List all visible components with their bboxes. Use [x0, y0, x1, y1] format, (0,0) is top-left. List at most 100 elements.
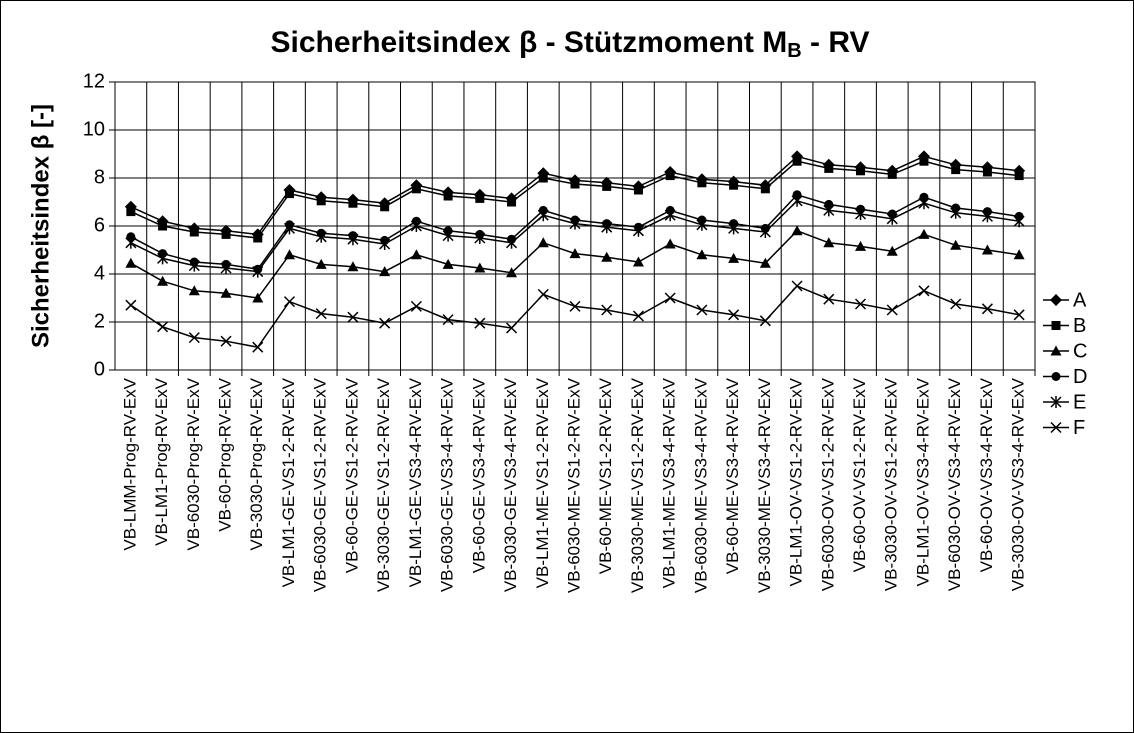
marker	[252, 341, 264, 353]
legend-label: C	[1073, 340, 1087, 362]
marker	[696, 249, 708, 260]
marker	[918, 285, 930, 297]
marker	[506, 267, 518, 278]
marker	[283, 249, 295, 260]
marker	[981, 244, 993, 255]
y-tick-label: 2	[94, 310, 105, 332]
marker	[823, 204, 835, 217]
legend-label: D	[1073, 366, 1087, 388]
x-tick-label: VB-60-GE-VS3-4-RV-ExV	[469, 377, 488, 573]
marker	[951, 165, 961, 175]
marker	[379, 266, 391, 277]
marker	[379, 238, 391, 250]
marker	[507, 197, 517, 207]
marker	[886, 212, 898, 225]
marker	[537, 237, 549, 248]
marker	[856, 166, 866, 176]
marker	[126, 207, 136, 217]
marker	[824, 163, 834, 173]
x-tick-label: VB-3030-OV-VS1-2-RV-ExV	[882, 377, 901, 591]
marker	[315, 230, 327, 243]
marker	[442, 258, 454, 269]
marker	[283, 296, 296, 308]
legend-marker	[1050, 294, 1062, 306]
legend-label: A	[1073, 289, 1087, 311]
marker	[759, 315, 771, 327]
x-tick-label: VB-3030-GE-VS3-4-RV-ExV	[501, 377, 520, 592]
x-tick-label: VB-6030-ME-VS3-4-RV-ExV	[691, 377, 710, 593]
marker	[125, 257, 137, 268]
marker	[220, 287, 232, 298]
y-tick-label: 4	[94, 262, 105, 284]
marker	[253, 233, 263, 243]
x-tick-label: VB-3030-ME-VS1-2-RV-ExV	[628, 377, 647, 593]
marker	[854, 298, 867, 310]
marker	[315, 308, 327, 320]
legend-marker	[1050, 421, 1062, 434]
marker	[1013, 215, 1025, 228]
marker	[157, 252, 169, 265]
marker	[981, 303, 993, 315]
x-tick-label: VB-6030-GE-VS1-2-RV-ExV	[311, 377, 330, 592]
marker	[696, 218, 708, 231]
x-tick-label: VB-LM1-GE-VS1-2-RV-ExV	[279, 377, 298, 587]
marker	[632, 310, 644, 322]
x-tick-label: VB-6030-OV-VS3-4-RV-ExV	[945, 377, 964, 591]
marker	[221, 229, 231, 239]
legend-label: F	[1073, 417, 1085, 439]
marker	[792, 156, 802, 166]
marker	[664, 292, 676, 304]
y-axis-label: Sicherheitsindex β [-]	[27, 104, 54, 348]
marker	[411, 184, 421, 194]
marker	[886, 245, 898, 256]
x-tick-label: VB-LM1-ME-VS1-2-RV-ExV	[533, 377, 552, 588]
marker	[506, 236, 518, 249]
marker	[252, 265, 264, 278]
marker	[189, 227, 199, 237]
y-tick-label: 0	[94, 358, 105, 380]
marker	[316, 196, 326, 206]
marker	[347, 311, 359, 323]
x-tick-label: VB-6030-ME-VS1-2-RV-ExV	[564, 377, 583, 593]
legend-marker	[1051, 372, 1061, 381]
marker	[443, 191, 453, 201]
marker	[284, 189, 294, 199]
marker	[728, 309, 740, 321]
marker	[442, 314, 454, 326]
marker	[887, 169, 897, 179]
x-tick-label: VB-LM1-ME-VS3-4-RV-ExV	[660, 377, 679, 588]
marker	[950, 239, 962, 250]
marker	[729, 180, 739, 190]
marker	[1013, 249, 1025, 260]
marker	[664, 209, 676, 222]
marker	[283, 222, 296, 235]
chart-title: Sicherheitsindex β - Stützmoment MB - RV	[271, 26, 870, 62]
marker	[347, 261, 359, 272]
y-tick-label: 12	[83, 70, 105, 92]
marker	[220, 262, 232, 274]
marker	[728, 222, 740, 235]
marker	[601, 304, 613, 316]
marker	[601, 221, 613, 234]
marker	[632, 256, 644, 267]
x-tick-label: VB-LM1-OV-VS1-2-RV-ExV	[787, 377, 806, 586]
marker	[569, 300, 581, 312]
marker	[252, 292, 264, 303]
x-tick-label: VB-6030-Prog-RV-ExV	[184, 377, 203, 550]
marker	[759, 226, 771, 238]
marker	[791, 280, 803, 292]
marker	[982, 167, 992, 177]
marker	[697, 178, 707, 188]
x-tick-label: VB-LM1-OV-VS3-4-RV-ExV	[913, 377, 932, 586]
marker	[1013, 309, 1025, 321]
marker	[886, 304, 898, 316]
marker	[569, 248, 581, 259]
marker	[537, 209, 549, 222]
y-tick-label: 10	[83, 118, 105, 140]
marker	[442, 229, 454, 242]
marker	[759, 257, 771, 268]
x-tick-label: VB-6030-GE-VS3-4-RV-ExV	[438, 377, 457, 592]
marker	[918, 197, 930, 210]
marker	[158, 221, 168, 231]
x-tick-label: VB-60-Prog-RV-ExV	[216, 377, 235, 531]
